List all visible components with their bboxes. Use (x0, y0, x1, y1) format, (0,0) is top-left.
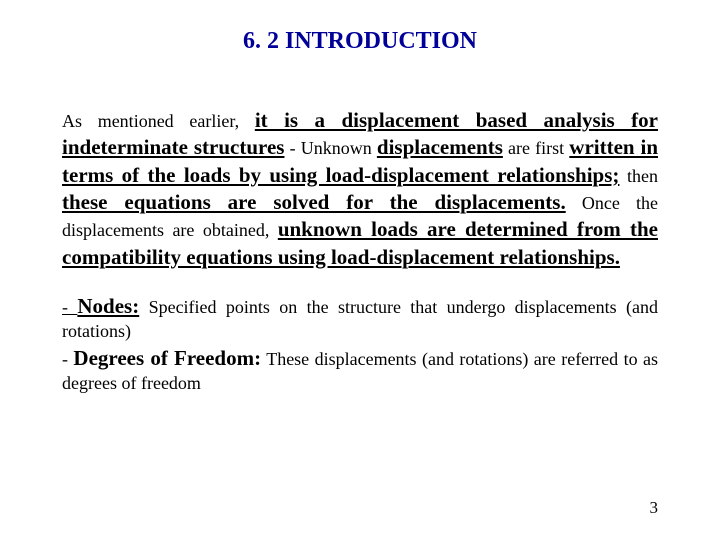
p1-t9: these equations are solved for the displ… (62, 190, 566, 214)
intro-paragraph: As mentioned earlier, it is a displaceme… (62, 107, 658, 271)
p2-term1: Nodes: (77, 294, 139, 318)
p1-t3: - (284, 138, 300, 158)
p2-def1: Specified points on the structure that u… (62, 297, 658, 341)
page-number: 3 (650, 498, 659, 518)
p2-dash2: - (62, 349, 73, 369)
definitions-paragraph: - Nodes: Specified points on the structu… (62, 293, 658, 396)
p1-t4: Unknown (301, 138, 377, 158)
slide-page: 6. 2 INTRODUCTION As mentioned earlier, … (0, 0, 720, 540)
p2-dash1: - (62, 297, 77, 317)
p1-t8: then (619, 166, 658, 186)
p2-term2: Degrees of Freedom: (73, 346, 261, 370)
page-title: 6. 2 INTRODUCTION (62, 28, 658, 55)
p1-t6: are first (503, 138, 569, 158)
p1-t5: displacements (377, 135, 503, 159)
p1-t1: As mentioned earlier, (62, 111, 255, 131)
